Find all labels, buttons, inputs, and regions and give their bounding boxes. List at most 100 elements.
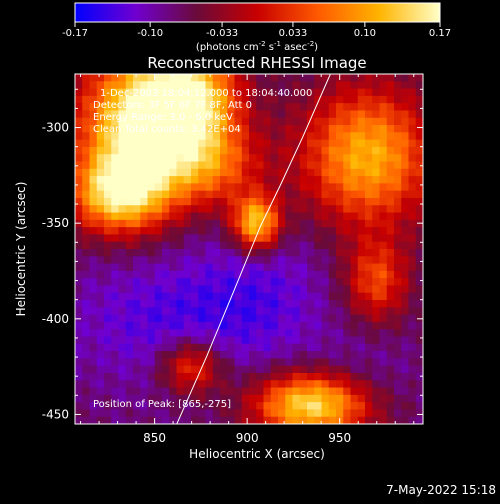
heatmap-cell <box>241 307 250 316</box>
heatmap-cell <box>357 212 366 221</box>
heatmap-cell <box>147 351 156 359</box>
heatmap-cell <box>241 278 250 287</box>
heatmap-cell <box>321 372 330 381</box>
heatmap-cell <box>263 249 272 257</box>
heatmap-cell <box>125 249 134 257</box>
heatmap-cell <box>241 227 250 236</box>
heatmap-cell <box>314 402 323 411</box>
heatmap-cell <box>241 125 250 133</box>
heatmap-cell <box>169 380 178 389</box>
heatmap-cell <box>75 409 83 418</box>
heatmap-cell <box>104 336 112 345</box>
heatmap-cell <box>314 146 323 155</box>
heatmap-cell <box>241 197 250 206</box>
heatmap-cell <box>147 321 156 330</box>
heatmap-cell <box>227 329 236 338</box>
heatmap-cell <box>321 256 330 265</box>
heatmap-cell <box>82 394 91 403</box>
heatmap-cell <box>336 205 344 214</box>
heatmap-cell <box>191 416 199 424</box>
heatmap-cell <box>263 321 272 330</box>
heatmap-cell <box>89 402 98 411</box>
heatmap-cell <box>401 161 410 170</box>
heatmap-cell <box>314 110 323 119</box>
heatmap-cell <box>96 183 105 192</box>
heatmap-cell <box>162 409 170 418</box>
heatmap-cell <box>321 132 330 141</box>
heatmap-cell <box>314 314 323 323</box>
heatmap-cell <box>372 387 381 396</box>
heatmap-cell <box>350 249 359 257</box>
heatmap-cell <box>415 132 423 141</box>
heatmap-cell <box>299 176 308 184</box>
heatmap-cell <box>82 285 91 294</box>
heatmap-cell <box>75 365 83 374</box>
heatmap-cell <box>263 110 272 119</box>
heatmap-cell <box>328 227 337 236</box>
heatmap-cell <box>241 263 250 272</box>
heatmap-cell <box>234 329 243 338</box>
heatmap-cell <box>350 205 359 214</box>
heatmap-cell <box>307 117 315 126</box>
heatmap-cell <box>328 103 337 112</box>
heatmap-cell <box>154 197 163 206</box>
heatmap-cell <box>220 219 228 228</box>
heatmap-cell <box>278 263 286 272</box>
heatmap-cell <box>82 300 91 308</box>
heatmap-cell <box>176 387 185 396</box>
heatmap-cell <box>415 168 423 177</box>
heatmap-cell <box>96 197 105 206</box>
heatmap-cell <box>176 176 185 184</box>
heatmap-cell <box>147 241 156 250</box>
heatmap-cell <box>343 146 352 155</box>
heatmap-cell <box>285 146 294 155</box>
heatmap-cell <box>372 183 381 192</box>
heatmap-cell <box>386 307 395 316</box>
heatmap-cell <box>263 292 272 301</box>
heatmap-cell <box>176 125 185 133</box>
heatmap-cell <box>191 154 199 163</box>
heatmap-cell <box>350 321 359 330</box>
heatmap-cell <box>154 307 163 316</box>
heatmap-cell <box>408 387 417 396</box>
heatmap-cell <box>176 81 185 90</box>
heatmap-cell <box>307 74 315 82</box>
heatmap-cell <box>82 95 91 104</box>
heatmap-cell <box>314 358 323 367</box>
heatmap-cell <box>118 117 127 126</box>
heatmap-cell <box>241 300 250 308</box>
heatmap-cell <box>321 285 330 294</box>
heatmap-cell <box>401 117 410 126</box>
heatmap-cell <box>270 146 279 155</box>
heatmap-cell <box>241 219 250 228</box>
heatmap-cell <box>75 74 83 82</box>
heatmap-cell <box>118 205 127 214</box>
heatmap-cell <box>263 394 272 403</box>
heatmap-cell <box>75 380 83 389</box>
heatmap-cell <box>372 256 381 265</box>
heatmap-cell <box>379 351 388 359</box>
heatmap-cell <box>133 372 141 381</box>
heatmap-cell <box>343 321 352 330</box>
heatmap-cell <box>191 95 199 104</box>
heatmap-cell <box>212 146 221 155</box>
heatmap-cell <box>96 103 105 112</box>
heatmap-cell <box>401 285 410 294</box>
heatmap-cell <box>96 365 105 374</box>
heatmap-cell <box>270 380 279 389</box>
heatmap-cell <box>140 74 149 82</box>
heatmap-cell <box>321 190 330 199</box>
heatmap-cell <box>212 256 221 265</box>
heatmap-cell <box>256 219 265 228</box>
heatmap-cell <box>220 300 228 308</box>
heatmap-cell <box>118 394 127 403</box>
heatmap-cell <box>104 117 112 126</box>
heatmap-cell <box>249 103 257 112</box>
heatmap-cell <box>140 336 149 345</box>
heatmap-cell <box>205 110 214 119</box>
heatmap-cell <box>270 351 279 359</box>
heatmap-cell <box>111 416 120 424</box>
heatmap-cell <box>372 95 381 104</box>
heatmap-cell <box>212 197 221 206</box>
heatmap-cell <box>365 380 373 389</box>
